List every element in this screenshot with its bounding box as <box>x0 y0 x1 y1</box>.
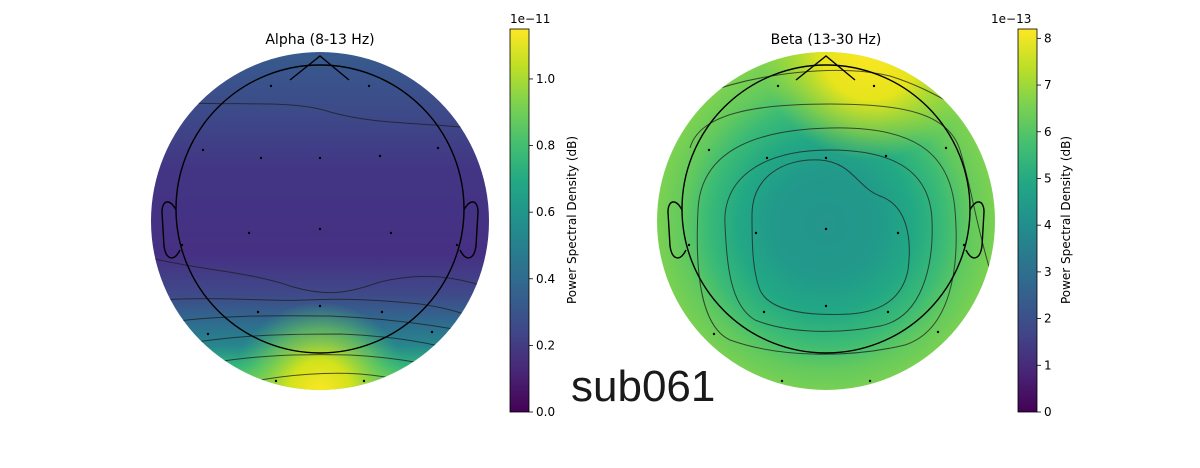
beta-colorbar-tick-label: 4 <box>1044 218 1052 232</box>
alpha-colorbar-tick-label: 0.4 <box>536 272 555 286</box>
alpha-colorbar-label: Power Spectral Density (dB) <box>565 136 579 304</box>
beta-title: Beta (13-30 Hz) <box>771 32 882 48</box>
beta-colorbar-tick-label: 0 <box>1044 405 1052 419</box>
alpha-colorbar-ticks: 0.0 0.2 0.4 0.6 0.8 1.0 <box>529 72 555 419</box>
alpha-colorbar-tick-label: 1.0 <box>536 72 555 86</box>
alpha-colorbar-tick-label: 0.0 <box>536 405 555 419</box>
beta-colorbar-ticks: 0 1 2 3 4 5 6 7 8 <box>1037 31 1052 419</box>
alpha-title: Alpha (8-13 Hz) <box>265 32 374 48</box>
alpha-head-outline <box>161 55 479 354</box>
beta-head-outline <box>667 55 985 354</box>
beta-contours <box>689 69 991 355</box>
beta-colorbar-scale: 1e−13 <box>991 12 1031 26</box>
beta-colorbar-label: Power Spectral Density (dB) <box>1059 136 1073 304</box>
alpha-colorbar-tick-label: 0.2 <box>536 338 555 352</box>
alpha-colorbar: 1e−11 0.0 0.2 0.4 0.6 0.8 1.0 Power Spectral … <box>509 12 579 419</box>
beta-colorbar-tick-label: 5 <box>1044 171 1052 185</box>
beta-colorbar-tick-label: 3 <box>1044 265 1052 279</box>
beta-colorbar-tick-label: 1 <box>1044 358 1052 372</box>
alpha-topomap: Alpha (8-13 Hz) <box>151 32 489 390</box>
alpha-sensors <box>180 84 459 383</box>
beta-colorbar-tick-label: 8 <box>1044 31 1052 45</box>
beta-colorbar: 1e−13 0 1 2 3 4 5 6 7 8 Power Spectral Density (… <box>991 12 1073 419</box>
alpha-colorbar-scale: 1e−11 <box>510 12 550 26</box>
beta-colorbar-gradient <box>1017 28 1038 413</box>
alpha-power-surface <box>151 52 489 390</box>
alpha-colorbar-gradient <box>509 28 530 413</box>
alpha-colorbar-tick-label: 0.8 <box>536 139 555 153</box>
beta-colorbar-tick-label: 2 <box>1044 312 1052 326</box>
alpha-colorbar-tick-label: 0.6 <box>536 205 555 219</box>
beta-topomap: Beta (13-30 Hz) <box>657 32 995 390</box>
beta-power-surface <box>657 52 995 390</box>
subject-label: sub061 <box>571 362 716 411</box>
beta-colorbar-tick-label: 6 <box>1044 125 1052 139</box>
beta-colorbar-tick-label: 7 <box>1044 78 1052 92</box>
beta-sensors <box>687 84 966 383</box>
